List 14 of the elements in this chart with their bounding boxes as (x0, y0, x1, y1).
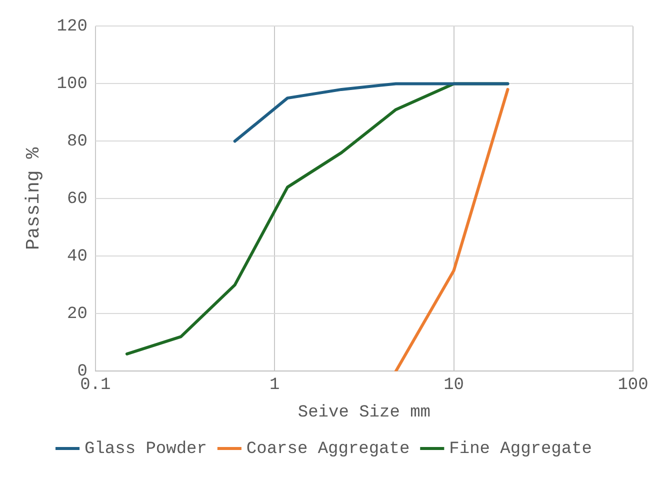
y-tick-label: 60 (67, 190, 88, 210)
x-axis-title: Seive Size mm (298, 403, 431, 422)
x-tick-label: 10 (444, 376, 464, 395)
legend-label: Coarse Aggregate (246, 440, 410, 459)
y-tick-label: 40 (67, 248, 88, 267)
legend-label: Glass Powder (84, 440, 207, 459)
legend-label: Fine Aggregate (449, 440, 592, 459)
y-axis-title: Passing % (22, 146, 44, 250)
y-tick-label: 120 (56, 18, 88, 37)
x-tick-label: 1 (270, 376, 280, 395)
y-tick-label: 80 (67, 132, 88, 152)
y-tick-label: 20 (67, 305, 88, 324)
y-tick-label: 100 (56, 75, 88, 94)
x-tick-label: 100 (618, 376, 648, 395)
